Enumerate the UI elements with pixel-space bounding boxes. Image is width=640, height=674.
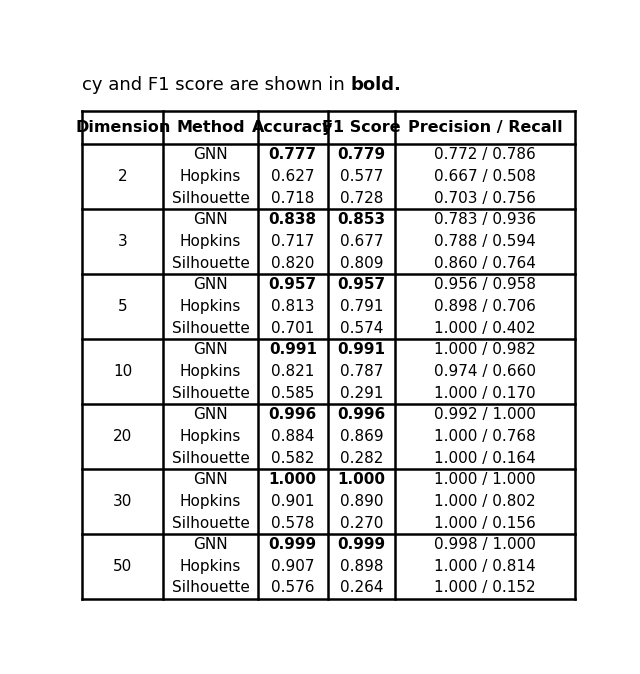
Text: 0.991: 0.991 <box>338 342 386 357</box>
Text: 0.809: 0.809 <box>340 255 383 271</box>
Text: 0.576: 0.576 <box>271 580 314 596</box>
Text: 0.270: 0.270 <box>340 516 383 530</box>
Text: 0.898 / 0.706: 0.898 / 0.706 <box>435 299 536 314</box>
Text: 0.777: 0.777 <box>269 148 317 162</box>
Text: 0.996: 0.996 <box>269 407 317 423</box>
Text: 0.907: 0.907 <box>271 559 314 574</box>
Text: 0.577: 0.577 <box>340 169 383 184</box>
Text: GNN: GNN <box>193 472 228 487</box>
Text: Hopkins: Hopkins <box>180 299 241 314</box>
Text: 1.000 / 0.768: 1.000 / 0.768 <box>435 429 536 444</box>
Text: Silhouette: Silhouette <box>172 516 250 530</box>
Text: 1.000 / 1.000: 1.000 / 1.000 <box>435 472 536 487</box>
Text: Silhouette: Silhouette <box>172 255 250 271</box>
Text: Hopkins: Hopkins <box>180 559 241 574</box>
Text: Accuracy: Accuracy <box>252 120 333 135</box>
Text: 0.957: 0.957 <box>269 278 317 293</box>
Text: 0.582: 0.582 <box>271 451 314 466</box>
Text: Hopkins: Hopkins <box>180 169 241 184</box>
Text: 50: 50 <box>113 559 132 574</box>
Text: 1.000 / 0.982: 1.000 / 0.982 <box>435 342 536 357</box>
Text: 1.000 / 0.402: 1.000 / 0.402 <box>435 321 536 336</box>
Text: 0.898: 0.898 <box>340 559 383 574</box>
Text: 2: 2 <box>118 169 128 184</box>
Text: F1 Score: F1 Score <box>323 120 401 135</box>
Text: 0.717: 0.717 <box>271 234 314 249</box>
Text: Hopkins: Hopkins <box>180 494 241 509</box>
Text: 0.991: 0.991 <box>269 342 317 357</box>
Text: Hopkins: Hopkins <box>180 429 241 444</box>
Text: 0.772 / 0.786: 0.772 / 0.786 <box>435 148 536 162</box>
Text: Precision / Recall: Precision / Recall <box>408 120 563 135</box>
Text: Silhouette: Silhouette <box>172 321 250 336</box>
Text: bold.: bold. <box>351 76 402 94</box>
Text: 0.779: 0.779 <box>338 148 386 162</box>
Text: 0.884: 0.884 <box>271 429 314 444</box>
Text: 0.999: 0.999 <box>338 537 386 552</box>
Text: 0.992 / 1.000: 0.992 / 1.000 <box>435 407 536 423</box>
Text: 5: 5 <box>118 299 128 314</box>
Text: 0.728: 0.728 <box>340 191 383 206</box>
Text: 0.677: 0.677 <box>340 234 383 249</box>
Text: Hopkins: Hopkins <box>180 364 241 379</box>
Text: GNN: GNN <box>193 148 228 162</box>
Text: 0.788 / 0.594: 0.788 / 0.594 <box>435 234 536 249</box>
Text: 0.574: 0.574 <box>340 321 383 336</box>
Text: Silhouette: Silhouette <box>172 191 250 206</box>
Text: 0.821: 0.821 <box>271 364 314 379</box>
Text: 1.000 / 0.156: 1.000 / 0.156 <box>435 516 536 530</box>
Text: Dimension: Dimension <box>76 120 171 135</box>
Text: 0.787: 0.787 <box>340 364 383 379</box>
Text: cy and F1 score are shown in: cy and F1 score are shown in <box>83 76 351 94</box>
Text: Hopkins: Hopkins <box>180 234 241 249</box>
Text: Method: Method <box>176 120 244 135</box>
Text: 0.860 / 0.764: 0.860 / 0.764 <box>435 255 536 271</box>
Text: 0.291: 0.291 <box>340 386 383 400</box>
Text: 0.627: 0.627 <box>271 169 314 184</box>
Text: GNN: GNN <box>193 342 228 357</box>
Text: GNN: GNN <box>193 212 228 227</box>
Text: Silhouette: Silhouette <box>172 386 250 400</box>
Text: 0.996: 0.996 <box>338 407 386 423</box>
Text: 0.718: 0.718 <box>271 191 314 206</box>
Text: 0.890: 0.890 <box>340 494 383 509</box>
Text: 1.000 / 0.814: 1.000 / 0.814 <box>435 559 536 574</box>
Text: 1.000 / 0.152: 1.000 / 0.152 <box>435 580 536 596</box>
Text: 0.703 / 0.756: 0.703 / 0.756 <box>435 191 536 206</box>
Text: 20: 20 <box>113 429 132 444</box>
Text: 0.956 / 0.958: 0.956 / 0.958 <box>434 278 536 293</box>
Text: 0.813: 0.813 <box>271 299 314 314</box>
Text: 1.000: 1.000 <box>338 472 386 487</box>
Text: Silhouette: Silhouette <box>172 451 250 466</box>
Text: 0.783 / 0.936: 0.783 / 0.936 <box>434 212 536 227</box>
Text: 1.000 / 0.164: 1.000 / 0.164 <box>435 451 536 466</box>
Text: 0.853: 0.853 <box>338 212 386 227</box>
Text: 0.667 / 0.508: 0.667 / 0.508 <box>435 169 536 184</box>
Text: 10: 10 <box>113 364 132 379</box>
Text: 0.820: 0.820 <box>271 255 314 271</box>
Text: 0.957: 0.957 <box>338 278 386 293</box>
Text: 3: 3 <box>118 234 128 249</box>
Text: Silhouette: Silhouette <box>172 580 250 596</box>
Text: 0.901: 0.901 <box>271 494 314 509</box>
Text: 0.999: 0.999 <box>269 537 317 552</box>
Text: GNN: GNN <box>193 407 228 423</box>
Text: 1.000 / 0.170: 1.000 / 0.170 <box>435 386 536 400</box>
Text: 0.869: 0.869 <box>340 429 383 444</box>
Text: 0.974 / 0.660: 0.974 / 0.660 <box>434 364 536 379</box>
Text: GNN: GNN <box>193 537 228 552</box>
Text: 0.578: 0.578 <box>271 516 314 530</box>
Text: 0.282: 0.282 <box>340 451 383 466</box>
Text: 0.701: 0.701 <box>271 321 314 336</box>
Text: 0.838: 0.838 <box>269 212 317 227</box>
Text: 0.585: 0.585 <box>271 386 314 400</box>
Text: 0.264: 0.264 <box>340 580 383 596</box>
Text: 0.998 / 1.000: 0.998 / 1.000 <box>435 537 536 552</box>
Text: 1.000 / 0.802: 1.000 / 0.802 <box>435 494 536 509</box>
Text: 30: 30 <box>113 494 132 509</box>
Text: GNN: GNN <box>193 278 228 293</box>
Text: 1.000: 1.000 <box>269 472 317 487</box>
Text: 0.791: 0.791 <box>340 299 383 314</box>
